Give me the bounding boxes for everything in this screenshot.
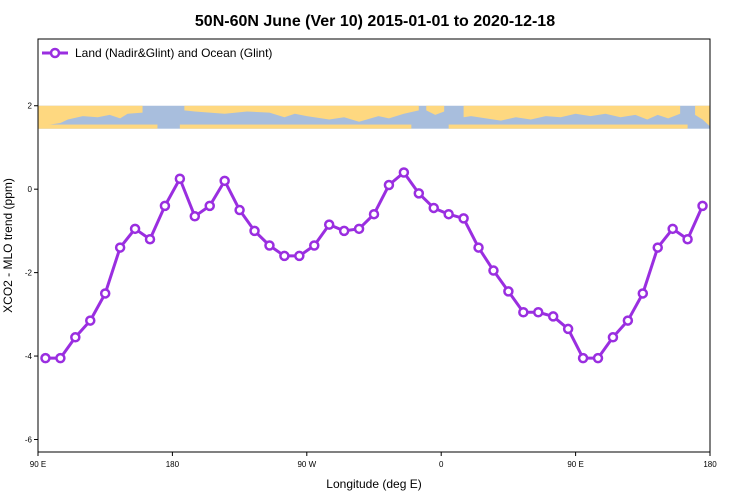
series-line xyxy=(45,170,704,360)
data-point xyxy=(413,188,425,199)
data-point xyxy=(70,332,81,343)
data-point xyxy=(234,204,245,216)
y-tick-label: 2 xyxy=(28,102,33,111)
data-point xyxy=(383,179,395,191)
data-point xyxy=(518,306,529,318)
data-point xyxy=(219,175,230,187)
x-tick-label: 0 xyxy=(439,460,444,469)
data-point xyxy=(577,352,589,364)
data-point xyxy=(144,233,156,245)
data-point xyxy=(368,208,380,220)
x-tick-label: 90 E xyxy=(30,460,46,469)
data-point xyxy=(622,315,634,326)
legend: Land (Nadir&Glint) and Ocean (Glint) xyxy=(42,46,272,60)
data-point xyxy=(503,286,514,297)
data-point xyxy=(204,200,215,212)
x-ticks: 90 E 180 90 W 0 90 E 180 xyxy=(30,452,717,469)
data-point xyxy=(338,225,350,237)
world-map-band xyxy=(38,105,710,129)
x-tick-label: 180 xyxy=(166,460,180,469)
y-tick-label: 0 xyxy=(28,185,33,194)
data-point xyxy=(114,242,126,253)
x-tick-label: 90 W xyxy=(297,460,316,469)
data-point xyxy=(55,352,66,364)
data-point xyxy=(562,323,574,335)
map-land-south-2 xyxy=(448,124,688,129)
data-point xyxy=(264,240,275,251)
data-point xyxy=(99,288,111,299)
data-point xyxy=(398,167,410,178)
x-axis-label: Longitude (deg E) xyxy=(326,477,421,491)
data-point xyxy=(682,233,693,245)
x-tick-label: 180 xyxy=(703,460,717,469)
data-point xyxy=(249,225,260,237)
data-point xyxy=(652,242,663,253)
map-land-south-1 xyxy=(179,124,412,129)
chart-title: 50N-60N June (Ver 10) 2015-01-01 to 2020… xyxy=(195,13,555,30)
data-point xyxy=(592,352,604,364)
data-point xyxy=(458,213,469,224)
map-land-4 xyxy=(426,105,445,115)
data-point xyxy=(667,223,678,235)
data-point xyxy=(85,315,96,326)
data-point xyxy=(129,223,141,235)
data-point xyxy=(473,242,484,253)
legend-entry: Land (Nadir&Glint) and Ocean (Glint) xyxy=(75,46,272,60)
data-point xyxy=(189,211,201,222)
data-point xyxy=(607,332,619,343)
data-point xyxy=(637,288,649,299)
data-point xyxy=(353,223,365,235)
data-point xyxy=(323,219,335,230)
data-point xyxy=(428,202,439,214)
x-tick-label: 90 E xyxy=(567,460,583,469)
data-point xyxy=(533,306,544,318)
data-point xyxy=(488,265,499,276)
y-ticks: -6 -4 -2 0 2 xyxy=(25,102,38,444)
data-point xyxy=(40,352,51,364)
map-land-2 xyxy=(463,105,681,121)
data-point xyxy=(547,311,559,322)
map-land-3 xyxy=(695,105,710,127)
map-land-0 xyxy=(38,105,143,127)
map-land-south-0 xyxy=(38,124,158,129)
y-tick-label: -6 xyxy=(25,435,33,444)
legend-point-marker xyxy=(49,47,61,59)
data-point xyxy=(294,250,305,262)
y-tick-label: -4 xyxy=(25,352,33,361)
data-point xyxy=(697,200,708,212)
plot-frame xyxy=(37,38,711,453)
y-tick-label: -2 xyxy=(25,269,33,278)
data-point xyxy=(174,173,186,185)
data-point xyxy=(279,250,290,262)
data-point xyxy=(159,200,171,212)
map-land-1 xyxy=(184,105,419,122)
data-point xyxy=(309,240,320,251)
series-layer xyxy=(40,167,708,364)
y-axis-label: XCO2 - MLO trend (ppm) xyxy=(1,178,15,313)
data-point xyxy=(443,208,454,220)
